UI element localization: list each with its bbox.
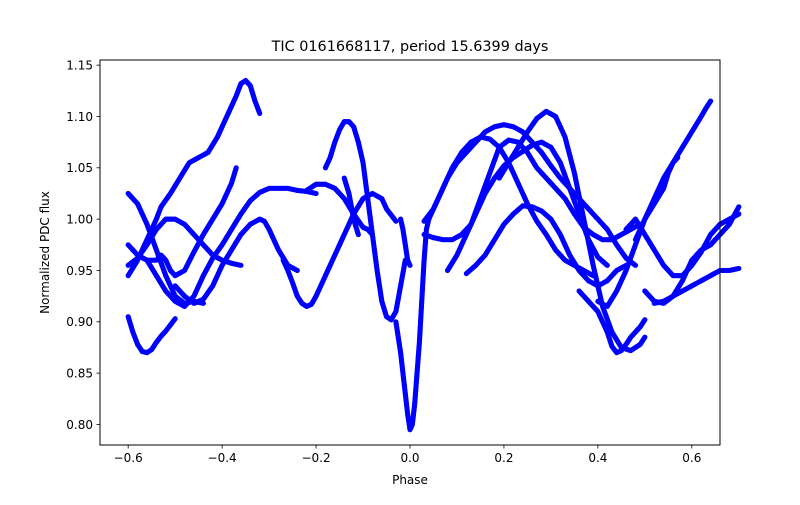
data-point <box>313 190 319 197</box>
series-2 <box>125 314 178 356</box>
data-point <box>238 262 244 268</box>
x-axis-ticks: −0.6 −0.4 −0.2 0.0 0.2 0.4 0.6 <box>114 445 701 465</box>
y-tick-label: 0.95 <box>66 264 93 278</box>
data-marks <box>125 77 742 433</box>
x-tick-label: −0.2 <box>301 451 330 465</box>
y-tick-label: 0.80 <box>66 418 93 432</box>
x-axis-label: Phase <box>392 473 428 487</box>
data-point <box>736 204 742 210</box>
data-point <box>642 317 648 323</box>
series-8 <box>280 190 399 309</box>
data-point <box>675 154 681 161</box>
data-point <box>294 267 300 274</box>
data-point <box>642 334 648 340</box>
data-point <box>604 262 610 268</box>
series-13 <box>398 216 413 268</box>
data-point <box>393 218 399 224</box>
y-tick-label: 1.15 <box>66 58 93 72</box>
data-point <box>233 165 239 171</box>
x-tick-label: 0.4 <box>588 451 607 465</box>
series-6 <box>144 185 319 309</box>
chart-title: TIC 0161668117, period 15.6399 days <box>271 39 549 55</box>
x-tick-label: 0.0 <box>400 451 419 465</box>
x-tick-label: 0.6 <box>682 451 701 465</box>
y-tick-label: 1.00 <box>66 212 93 226</box>
data-point <box>369 231 376 238</box>
data-point <box>632 262 639 268</box>
data-point <box>407 262 413 268</box>
y-axis-ticks: 0.80 0.85 0.90 0.95 1.00 1.05 1.10 1.15 <box>66 58 100 432</box>
y-tick-label: 0.85 <box>66 366 93 380</box>
x-tick-label: −0.6 <box>114 451 143 465</box>
data-point <box>708 98 714 104</box>
x-tick-label: 0.2 <box>494 451 513 465</box>
data-point <box>736 265 742 272</box>
series-19 <box>496 108 648 354</box>
y-axis-label: Normalized PDC flux <box>38 191 52 314</box>
plot-frame <box>99 59 721 446</box>
data-point <box>257 110 263 116</box>
y-tick-label: 1.05 <box>66 161 93 175</box>
series-11 <box>341 175 361 238</box>
x-tick-label: −0.4 <box>208 451 237 465</box>
data-point <box>172 316 178 322</box>
series-4 <box>125 77 263 279</box>
series-5 <box>125 165 239 279</box>
series-20 <box>576 288 648 356</box>
y-tick-label: 0.90 <box>66 315 93 329</box>
series-9 <box>322 119 408 323</box>
y-tick-label: 1.10 <box>66 110 93 124</box>
data-point <box>355 231 361 238</box>
series-25 <box>651 265 742 306</box>
